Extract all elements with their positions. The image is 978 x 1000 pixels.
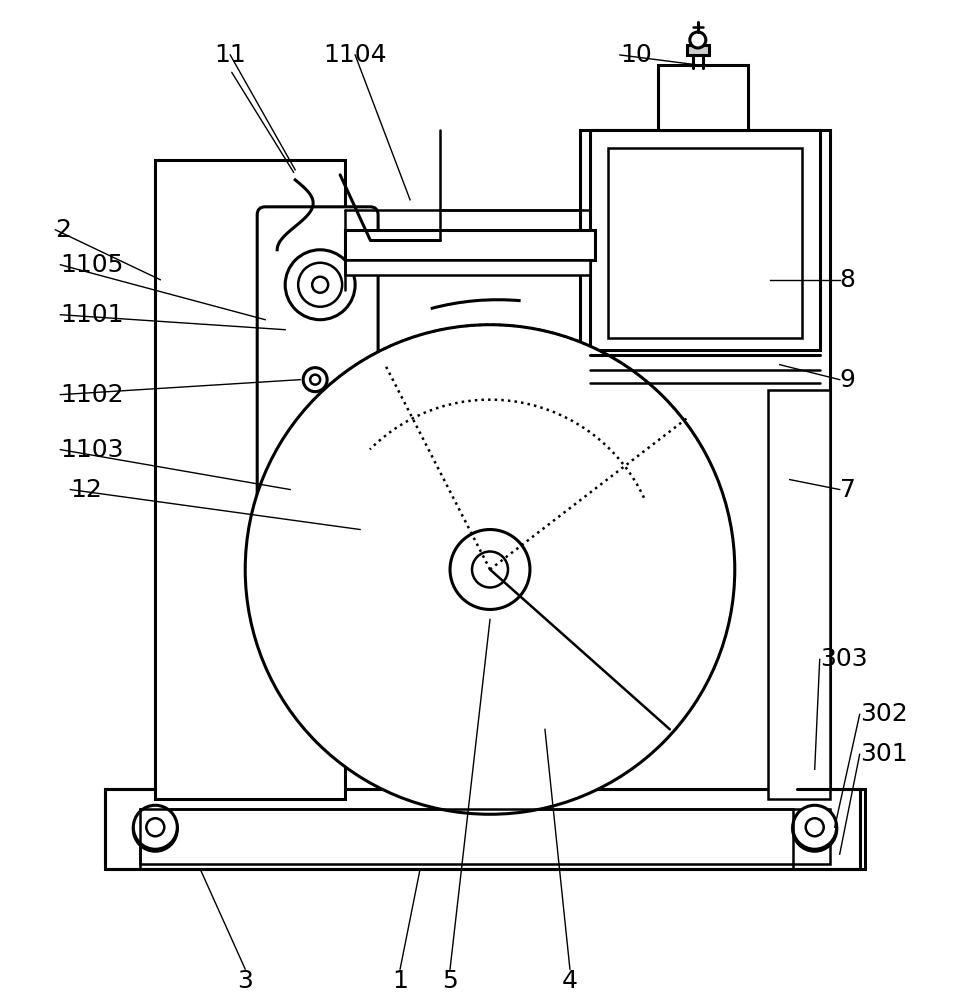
Circle shape: [146, 818, 164, 836]
Circle shape: [310, 375, 320, 385]
Bar: [156, 160, 345, 799]
FancyBboxPatch shape: [257, 207, 378, 503]
Circle shape: [133, 807, 177, 851]
Circle shape: [312, 277, 328, 293]
Bar: [767, 390, 828, 799]
Circle shape: [792, 807, 836, 851]
Circle shape: [689, 32, 705, 48]
Bar: [579, 130, 828, 789]
Text: 4: 4: [561, 969, 577, 993]
Circle shape: [792, 805, 836, 849]
Circle shape: [303, 368, 327, 392]
Bar: [106, 789, 864, 869]
Text: 5: 5: [442, 969, 458, 993]
Bar: [345, 230, 595, 260]
Circle shape: [450, 530, 529, 609]
Text: 1104: 1104: [323, 43, 386, 67]
Bar: [687, 45, 708, 55]
Text: 2: 2: [56, 218, 71, 242]
Bar: [140, 809, 828, 864]
Text: 8: 8: [839, 268, 855, 292]
Text: 1102: 1102: [61, 383, 124, 407]
Text: 3: 3: [237, 969, 253, 993]
Circle shape: [133, 805, 177, 849]
Circle shape: [471, 552, 508, 587]
Bar: [590, 130, 819, 350]
Circle shape: [805, 818, 822, 836]
Circle shape: [806, 821, 822, 837]
Polygon shape: [265, 490, 375, 559]
Text: 10: 10: [619, 43, 651, 67]
Circle shape: [147, 821, 163, 837]
Text: 9: 9: [839, 368, 855, 392]
Circle shape: [285, 250, 355, 320]
Text: 1101: 1101: [61, 303, 124, 327]
Text: 11: 11: [214, 43, 245, 67]
Text: 302: 302: [859, 702, 907, 726]
Circle shape: [244, 325, 734, 814]
Text: 301: 301: [859, 742, 907, 766]
Text: 12: 12: [70, 478, 102, 502]
Text: 1103: 1103: [61, 438, 124, 462]
Bar: [345, 260, 590, 275]
Text: 1105: 1105: [61, 253, 123, 277]
Text: 7: 7: [839, 478, 855, 502]
Bar: [607, 148, 801, 338]
Polygon shape: [350, 500, 410, 569]
Circle shape: [298, 263, 341, 307]
Text: 1: 1: [392, 969, 408, 993]
Bar: [657, 65, 747, 130]
Text: 303: 303: [819, 647, 867, 671]
